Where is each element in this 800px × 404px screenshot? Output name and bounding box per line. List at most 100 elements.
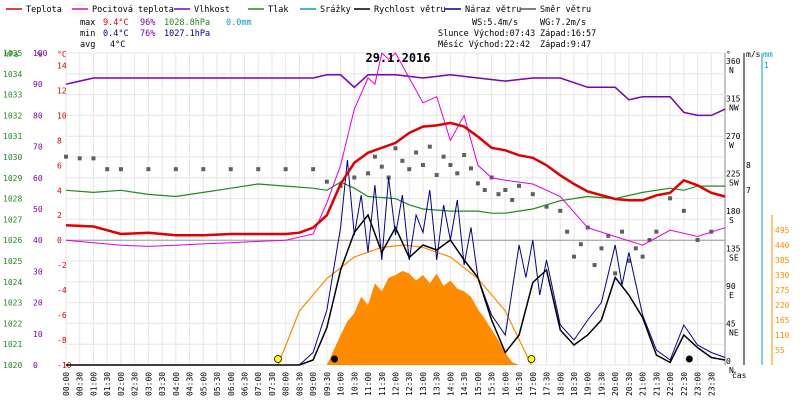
humidity-tick-label: 10 xyxy=(33,330,43,339)
moon-marker xyxy=(331,355,339,363)
direction-point xyxy=(475,181,480,186)
max-hum: 96% xyxy=(140,18,155,28)
direction-tick-label: 315 xyxy=(726,95,741,104)
direction-point xyxy=(201,167,206,172)
direction-tick-label: 360 xyxy=(726,57,741,66)
direction-point xyxy=(414,150,419,155)
sun-curve xyxy=(277,244,532,366)
x-tick-label: 18:00 xyxy=(556,372,565,396)
direction-point xyxy=(626,258,631,263)
temperature-tick-label: 10 xyxy=(57,111,67,120)
sun-marker xyxy=(274,355,282,363)
humidity-tick-label: 30 xyxy=(33,267,43,276)
min-label: min xyxy=(80,29,95,39)
x-tick-label: 22:30 xyxy=(680,372,689,396)
direction-point xyxy=(571,254,576,259)
unit-pct: % xyxy=(37,50,42,59)
direction-point xyxy=(482,188,487,192)
radiation-tick-label: 165 xyxy=(775,316,790,325)
x-tick-label: 00:30 xyxy=(76,372,85,396)
direction-tick-label: 0 xyxy=(726,357,731,366)
direction-tick-label: 270 xyxy=(726,132,741,141)
legend-label-tlak: Tlak xyxy=(268,5,288,15)
pressure-line xyxy=(65,181,725,214)
humidity-tick-label: 40 xyxy=(33,236,43,245)
direction-point xyxy=(366,171,371,176)
direction-point xyxy=(173,167,178,172)
radiation-tick-label: 220 xyxy=(775,301,790,310)
x-tick-label: 16:00 xyxy=(501,372,510,396)
pressure-tick-label: 1024 xyxy=(3,278,22,287)
direction-point xyxy=(503,188,508,192)
direction-point xyxy=(578,242,583,247)
x-tick-label: 09:00 xyxy=(309,372,318,396)
direction-point xyxy=(510,198,515,202)
unit-degc: °C xyxy=(57,50,67,59)
legend-label-vlhkost: Vlhkost xyxy=(194,5,230,15)
x-tick-label: 18:30 xyxy=(570,372,579,396)
temperature-tick-label: -2 xyxy=(57,261,67,270)
temperature-tick-label: -4 xyxy=(57,286,67,295)
compass-tick-label: S xyxy=(729,216,734,225)
direction-tick-label: 90 xyxy=(726,282,736,291)
direction-point xyxy=(372,154,377,159)
x-tick-label: 05:30 xyxy=(213,372,222,396)
x-tick-label: 06:00 xyxy=(227,372,236,396)
wind-tick-label: 7 xyxy=(746,186,751,195)
axes: 00:00 00:30 01:00 01:30 02:00 02:30 03:00 03:30… xyxy=(3,49,790,396)
direction-point xyxy=(324,179,329,184)
temperature-tick-label: 8 xyxy=(57,136,62,145)
x-tick-label: 12:00 xyxy=(392,372,401,396)
direction-point xyxy=(633,246,638,251)
x-tick-label: 21:00 xyxy=(639,372,648,396)
direction-tick-label: 135 xyxy=(726,245,741,254)
moon-marker xyxy=(685,355,693,363)
moon-set: Západ:9:47 xyxy=(540,40,591,50)
sun-rise: Slunce Východ:07:43 xyxy=(438,29,535,39)
direction-point xyxy=(681,208,686,213)
x-tick-label: 07:30 xyxy=(268,372,277,396)
pressure-tick-label: 1034 xyxy=(3,70,22,79)
ws-value: WS:5.4m/s xyxy=(472,18,518,28)
x-tick-label: 15:30 xyxy=(488,372,497,396)
humidity-tick-label: 90 xyxy=(33,80,43,89)
compass-tick-label: W xyxy=(729,141,734,150)
direction-point xyxy=(517,183,522,188)
wg-value: WG:7.2m/s xyxy=(540,18,586,28)
x-tick-label: 03:00 xyxy=(144,372,153,396)
direction-point xyxy=(544,204,549,209)
unit-deg: ° xyxy=(726,50,731,59)
sun-marker xyxy=(527,355,536,363)
pressure-tick-label: 1030 xyxy=(3,153,22,162)
radiation-tick-label: 55 xyxy=(775,346,785,355)
x-tick-label: 21:30 xyxy=(652,372,661,396)
direction-point xyxy=(647,238,652,242)
pressure-tick-label: 1031 xyxy=(3,132,22,141)
legend-label-pocitova: Pocitová teplota xyxy=(92,5,174,15)
direction-point xyxy=(400,158,405,163)
x-tick-label: 01:30 xyxy=(103,372,112,396)
radiation-tick-label: 330 xyxy=(775,271,790,280)
x-tick-label: 20:30 xyxy=(625,372,634,396)
humidity-tick-label: 20 xyxy=(33,299,43,308)
unit-hpa: hPa xyxy=(4,50,19,59)
x-tick-label: 08:00 xyxy=(282,372,291,396)
pressure-tick-label: 1022 xyxy=(3,319,22,328)
x-tick-label: 05:00 xyxy=(199,372,208,396)
x-tick-label: 11:00 xyxy=(364,372,373,396)
wind-tick-label: 8 xyxy=(746,161,751,170)
x-tick-label: 19:00 xyxy=(584,372,593,396)
direction-point xyxy=(228,167,233,172)
temperature-tick-label: 14 xyxy=(57,61,67,70)
sun-set: Západ:16:57 xyxy=(540,29,596,39)
pressure-tick-label: 1029 xyxy=(3,174,22,183)
direction-point xyxy=(441,154,446,159)
x-tick-label: 11:30 xyxy=(378,372,387,396)
x-tick-label: 17:00 xyxy=(529,372,538,396)
direction-point xyxy=(434,173,439,177)
pressure-tick-label: 1028 xyxy=(3,195,22,204)
direction-point xyxy=(654,229,659,234)
direction-point xyxy=(599,246,604,251)
direction-tick-label: 45 xyxy=(726,320,736,329)
direction-point xyxy=(448,163,453,167)
